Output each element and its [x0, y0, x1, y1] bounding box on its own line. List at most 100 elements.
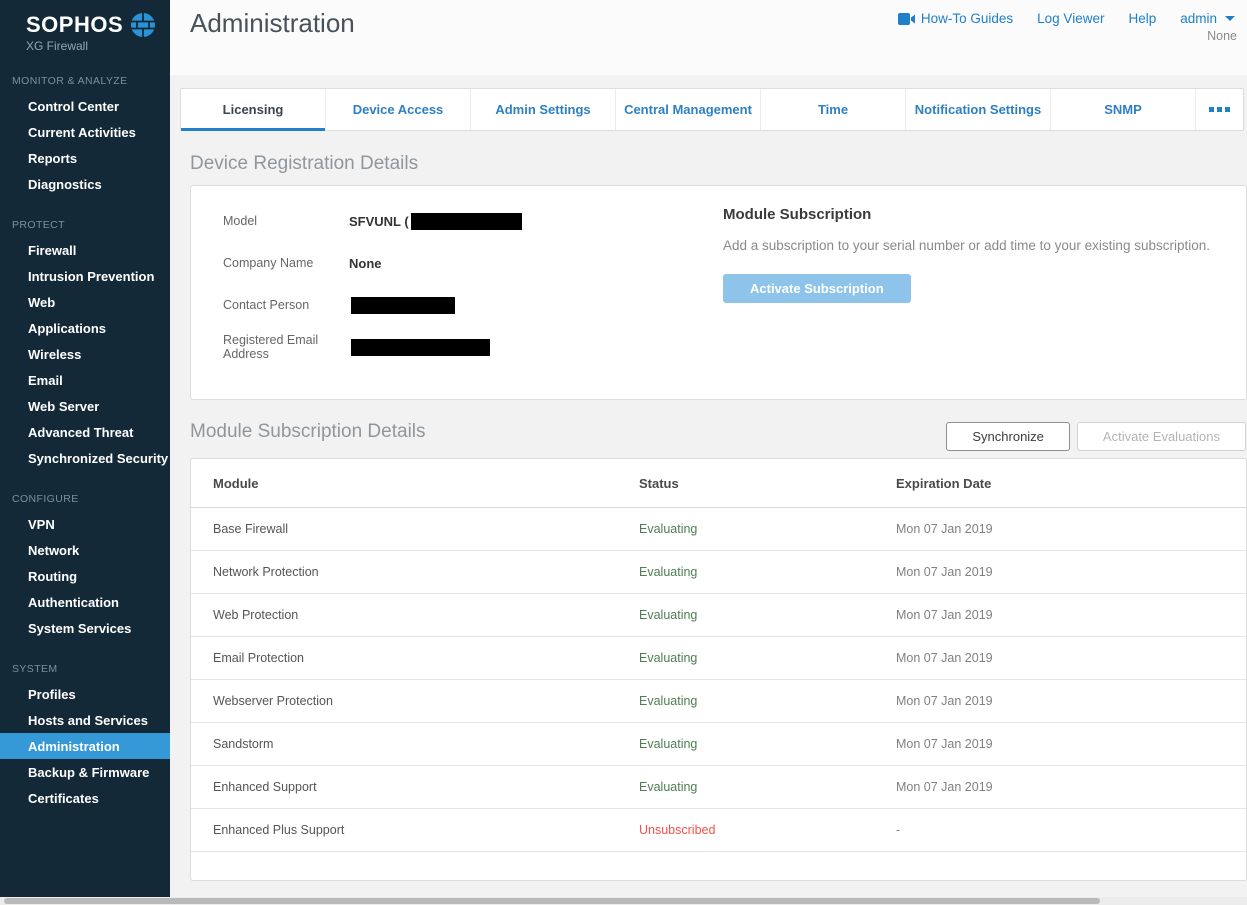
table-row-enhanced-support: Enhanced Support Evaluating Mon 07 Jan 2… — [191, 766, 1246, 809]
sidebar-item-backup-firmware[interactable]: Backup & Firmware — [28, 764, 150, 780]
brand-subtitle: XG Firewall — [26, 39, 89, 53]
tab-licensing[interactable]: Licensing — [181, 89, 326, 131]
sidebar-item-reports[interactable]: Reports — [28, 150, 78, 166]
chevron-down-icon — [1225, 16, 1235, 21]
table-row-network-protection: Network Protection Evaluating Mon 07 Jan… — [191, 551, 1246, 594]
field-registered-email-label: Registered Email Address — [223, 333, 319, 361]
table-row-email-protection: Email Protection Evaluating Mon 07 Jan 2… — [191, 637, 1246, 680]
page-title: Administration — [190, 8, 355, 38]
sidebar-section-protect: PROTECT — [12, 219, 65, 231]
column-header-module: Module — [213, 475, 259, 491]
main-area: Administration How-To Guides Log Viewer … — [170, 0, 1247, 905]
column-header-expiration-date: Expiration Date — [896, 475, 992, 491]
status-badge: Evaluating — [639, 608, 698, 622]
status-badge: Evaluating — [639, 780, 698, 794]
tab-notification-settings[interactable]: Notification Settings — [906, 89, 1051, 130]
registration-fields: Model SFVUNL ( Company Name None Contact… — [223, 200, 522, 368]
sidebar-item-web[interactable]: Web — [28, 294, 56, 310]
tab-bar: Licensing Device Access Admin Settings C… — [180, 88, 1244, 131]
page-header: Administration How-To Guides Log Viewer … — [170, 0, 1247, 75]
tab-time[interactable]: Time — [761, 89, 906, 130]
sidebar-item-applications[interactable]: Applications — [28, 320, 107, 336]
redaction-bar — [351, 338, 490, 356]
table-body: Base Firewall Evaluating Mon 07 Jan 2019… — [191, 508, 1246, 852]
sidebar-item-synchronized-security[interactable]: Synchronized Security — [28, 450, 169, 466]
sidebar-item-diagnostics[interactable]: Diagnostics — [28, 176, 102, 192]
field-model: Model SFVUNL ( — [223, 200, 522, 242]
table-row-web-protection: Web Protection Evaluating Mon 07 Jan 201… — [191, 594, 1246, 637]
sidebar-section-monitor-analyze: MONITOR & ANALYZE — [12, 75, 128, 87]
activate-subscription-button[interactable]: Activate Subscription — [723, 274, 911, 303]
status-badge: Unsubscribed — [639, 823, 716, 837]
sidebar-item-certificates[interactable]: Certificates — [28, 790, 99, 806]
sophos-globe-icon — [130, 12, 156, 38]
status-badge: Evaluating — [639, 565, 698, 579]
sidebar-item-intrusion-prevention[interactable]: Intrusion Prevention — [28, 268, 155, 284]
status-badge: Evaluating — [639, 522, 698, 536]
log-viewer-link[interactable]: Log Viewer — [1037, 11, 1105, 26]
tab-central-management[interactable]: Central Management — [616, 89, 761, 130]
sidebar-item-routing[interactable]: Routing — [28, 568, 78, 584]
sidebar-item-profiles[interactable]: Profiles — [28, 686, 76, 702]
sidebar-item-firewall[interactable]: Firewall — [28, 242, 77, 258]
sidebar-item-system-services[interactable]: System Services — [28, 620, 132, 636]
field-model-value: SFVUNL ( — [349, 213, 409, 229]
sidebar: SOPHOS XG Firewall MONITOR & ANALYZE Con… — [0, 0, 170, 897]
module-details-actions: Synchronize Activate Evaluations — [946, 422, 1246, 451]
field-company-name-value: None — [349, 255, 382, 271]
sidebar-item-web-server[interactable]: Web Server — [28, 398, 100, 414]
sidebar-item-administration[interactable]: Administration — [0, 733, 170, 759]
sidebar-item-email[interactable]: Email — [28, 372, 63, 388]
device-registration-card: Model SFVUNL ( Company Name None Contact… — [190, 185, 1247, 400]
sidebar-item-vpn[interactable]: VPN — [28, 516, 55, 532]
tab-snmp[interactable]: SNMP — [1051, 89, 1196, 130]
more-tabs-button[interactable] — [1196, 89, 1243, 130]
sidebar-item-control-center[interactable]: Control Center — [28, 98, 119, 114]
sidebar-item-network[interactable]: Network — [28, 542, 80, 558]
status-badge: Evaluating — [639, 737, 698, 751]
column-header-status: Status — [639, 475, 679, 491]
field-registered-email: Registered Email Address — [223, 326, 522, 368]
table-row-sandstorm: Sandstorm Evaluating Mon 07 Jan 2019 — [191, 723, 1246, 766]
horizontal-scrollbar[interactable] — [0, 897, 1247, 905]
table-row-base-firewall: Base Firewall Evaluating Mon 07 Jan 2019 — [191, 508, 1246, 551]
status-badge: Evaluating — [639, 651, 698, 665]
sidebar-item-advanced-threat[interactable]: Advanced Threat — [28, 424, 134, 440]
how-to-guides-link[interactable]: How-To Guides — [897, 11, 1013, 26]
module-details-section-title: Module Subscription Details — [190, 421, 426, 442]
module-subscription-title: Module Subscription — [723, 206, 872, 223]
sidebar-item-authentication[interactable]: Authentication — [28, 594, 119, 610]
header-links: How-To Guides Log Viewer Help admin — [897, 11, 1235, 26]
appliance-label: None — [1207, 29, 1237, 43]
module-subscription-panel: Module Subscription Add a subscription t… — [723, 206, 1243, 303]
table-row-webserver-protection: Webserver Protection Evaluating Mon 07 J… — [191, 680, 1246, 723]
ellipsis-icon — [1209, 107, 1230, 112]
sidebar-section-configure: CONFIGURE — [12, 493, 79, 505]
field-company-name: Company Name None — [223, 242, 522, 284]
table-header-row: Module Status Expiration Date — [191, 459, 1246, 508]
tab-device-access[interactable]: Device Access — [326, 89, 471, 130]
redaction-bar — [351, 296, 455, 314]
status-badge: Evaluating — [639, 694, 698, 708]
synchronize-button[interactable]: Synchronize — [946, 422, 1070, 451]
user-menu[interactable]: admin — [1180, 11, 1235, 26]
activate-evaluations-button[interactable]: Activate Evaluations — [1076, 422, 1246, 451]
module-subscription-description: Add a subscription to your serial number… — [723, 238, 1210, 253]
sidebar-item-wireless[interactable]: Wireless — [28, 346, 82, 362]
field-model-label: Model — [223, 214, 258, 228]
module-subscription-table-card: Module Status Expiration Date Base Firew… — [190, 458, 1247, 881]
field-contact-person: Contact Person — [223, 284, 522, 326]
table-row-enhanced-plus-support: Enhanced Plus Support Unsubscribed - — [191, 809, 1246, 852]
field-company-name-label: Company Name — [223, 256, 314, 270]
tab-admin-settings[interactable]: Admin Settings — [471, 89, 616, 130]
sidebar-item-hosts-and-services[interactable]: Hosts and Services — [28, 712, 148, 728]
brand-name: SOPHOS — [26, 12, 124, 37]
sidebar-section-system: SYSTEM — [12, 663, 58, 675]
redaction-bar — [410, 212, 522, 230]
sidebar-item-current-activities[interactable]: Current Activities — [28, 124, 136, 140]
horizontal-scrollbar-thumb[interactable] — [4, 898, 1100, 904]
help-link[interactable]: Help — [1128, 11, 1157, 26]
device-registration-section-title: Device Registration Details — [190, 153, 419, 174]
field-contact-person-label: Contact Person — [223, 298, 310, 312]
